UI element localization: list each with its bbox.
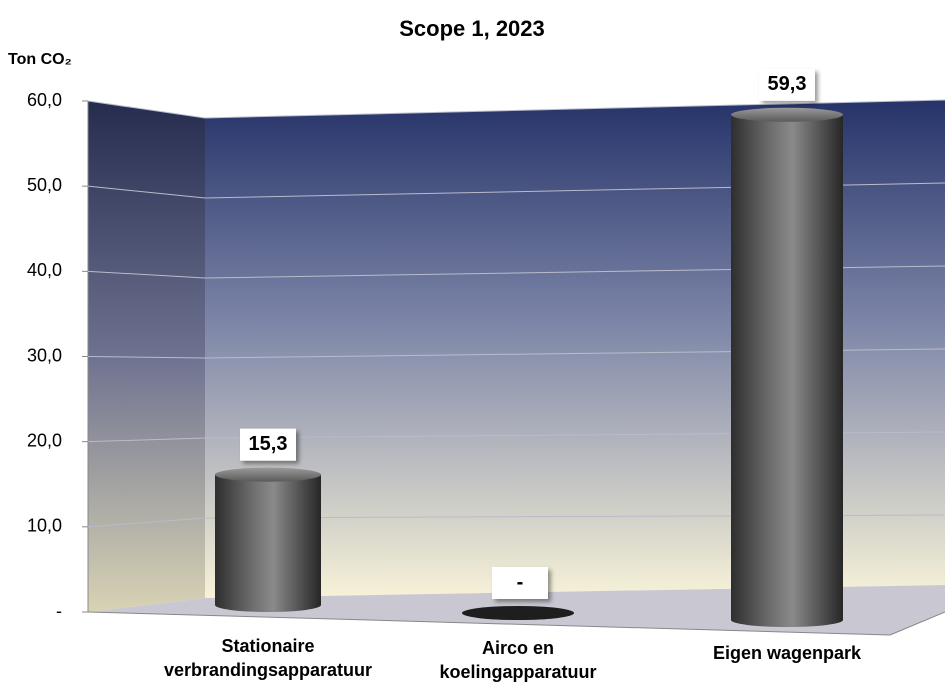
grid-line: [87, 100, 206, 119]
grid-line: [204, 99, 945, 119]
bar-cap: [215, 467, 321, 482]
grid-line: [87, 517, 206, 528]
bar: [215, 467, 321, 612]
y-tick-label: 10,0: [27, 516, 62, 536]
y-tick-label: 60,0: [27, 90, 62, 110]
value-label-box: [759, 68, 815, 101]
x-tick-label: Stationaire verbrandingsapparatuur: [163, 636, 373, 680]
x-axis-edge: [889, 611, 945, 636]
value-label: 59,3: [768, 73, 807, 95]
side-wall: [88, 101, 205, 612]
bar-body: [215, 474, 321, 612]
bar: [462, 606, 574, 620]
bar-cap: [462, 606, 574, 620]
x-axis-line: [87, 611, 891, 636]
value-label: 15,3: [249, 433, 288, 455]
chart-title: Scope 1, 2023: [399, 16, 545, 41]
grid-line: [87, 437, 206, 443]
y-tick-label: 50,0: [27, 175, 62, 195]
grid-line: [87, 356, 206, 359]
y-tick-label: -: [56, 601, 62, 621]
value-label-box: [492, 567, 548, 599]
y-axis-label: Ton CO₂: [8, 51, 72, 68]
bar-body: [731, 114, 843, 628]
grid-line: [87, 270, 206, 279]
bar-cap: [731, 107, 843, 122]
x-tick-label: Eigen wagenpark: [712, 643, 862, 663]
y-tick-label: 20,0: [27, 430, 62, 450]
value-label: -: [517, 571, 524, 593]
grid-line: [87, 185, 206, 199]
y-tick-label: 30,0: [27, 345, 62, 365]
bar: [731, 107, 843, 628]
x-tick-label: Airco en koelingapparatuur: [439, 638, 597, 682]
y-tick-label: 40,0: [27, 260, 62, 280]
value-label-box: [240, 428, 296, 461]
